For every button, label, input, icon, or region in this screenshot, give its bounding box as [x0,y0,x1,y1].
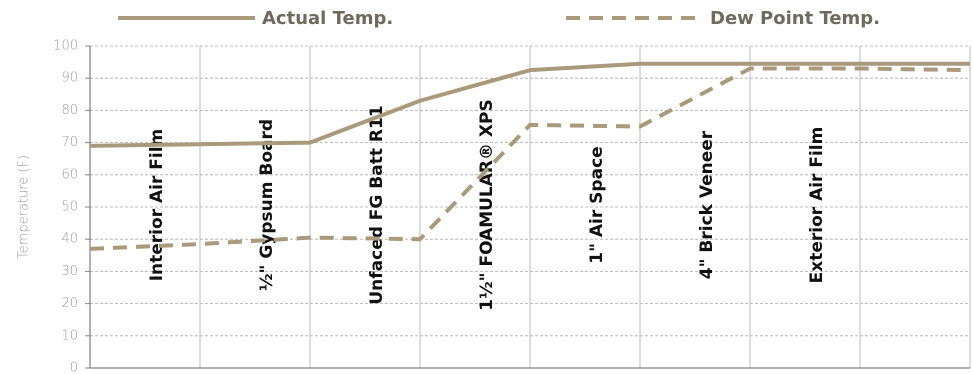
y-tick-label: 50 [61,200,78,215]
y-tick-label: 90 [61,71,78,86]
y-tick-label: 80 [61,103,78,118]
layer-label: 1½" FOAMULAR® XPS [477,99,497,311]
y-tick-label: 100 [53,39,78,54]
layer-label: 1" Air Space [587,146,607,263]
series-line [89,61,970,148]
y-tick-label: 40 [61,232,78,247]
y-tick-label: 60 [61,167,78,182]
y-tick-label: 0 [70,361,78,374]
layer-label: Exterior Air Film [807,127,827,284]
layer-label: Unfaced FG Batt R11 [367,105,387,304]
layer-label: Interior Air Film [147,129,167,282]
layer-label: ½" Gypsum Board [257,119,277,291]
legend-label: Actual Temp. [262,8,393,29]
series-line [89,66,971,251]
y-tick-label: 20 [61,296,78,311]
legend-label: Dew Point Temp. [710,8,880,29]
y-tick-label: 70 [61,135,78,150]
layer-label: 4" Brick Veneer [697,130,717,279]
y-tick-label: 30 [61,264,78,279]
y-axis-label: Temperature (F) [17,155,32,259]
y-tick-label: 10 [61,328,78,343]
